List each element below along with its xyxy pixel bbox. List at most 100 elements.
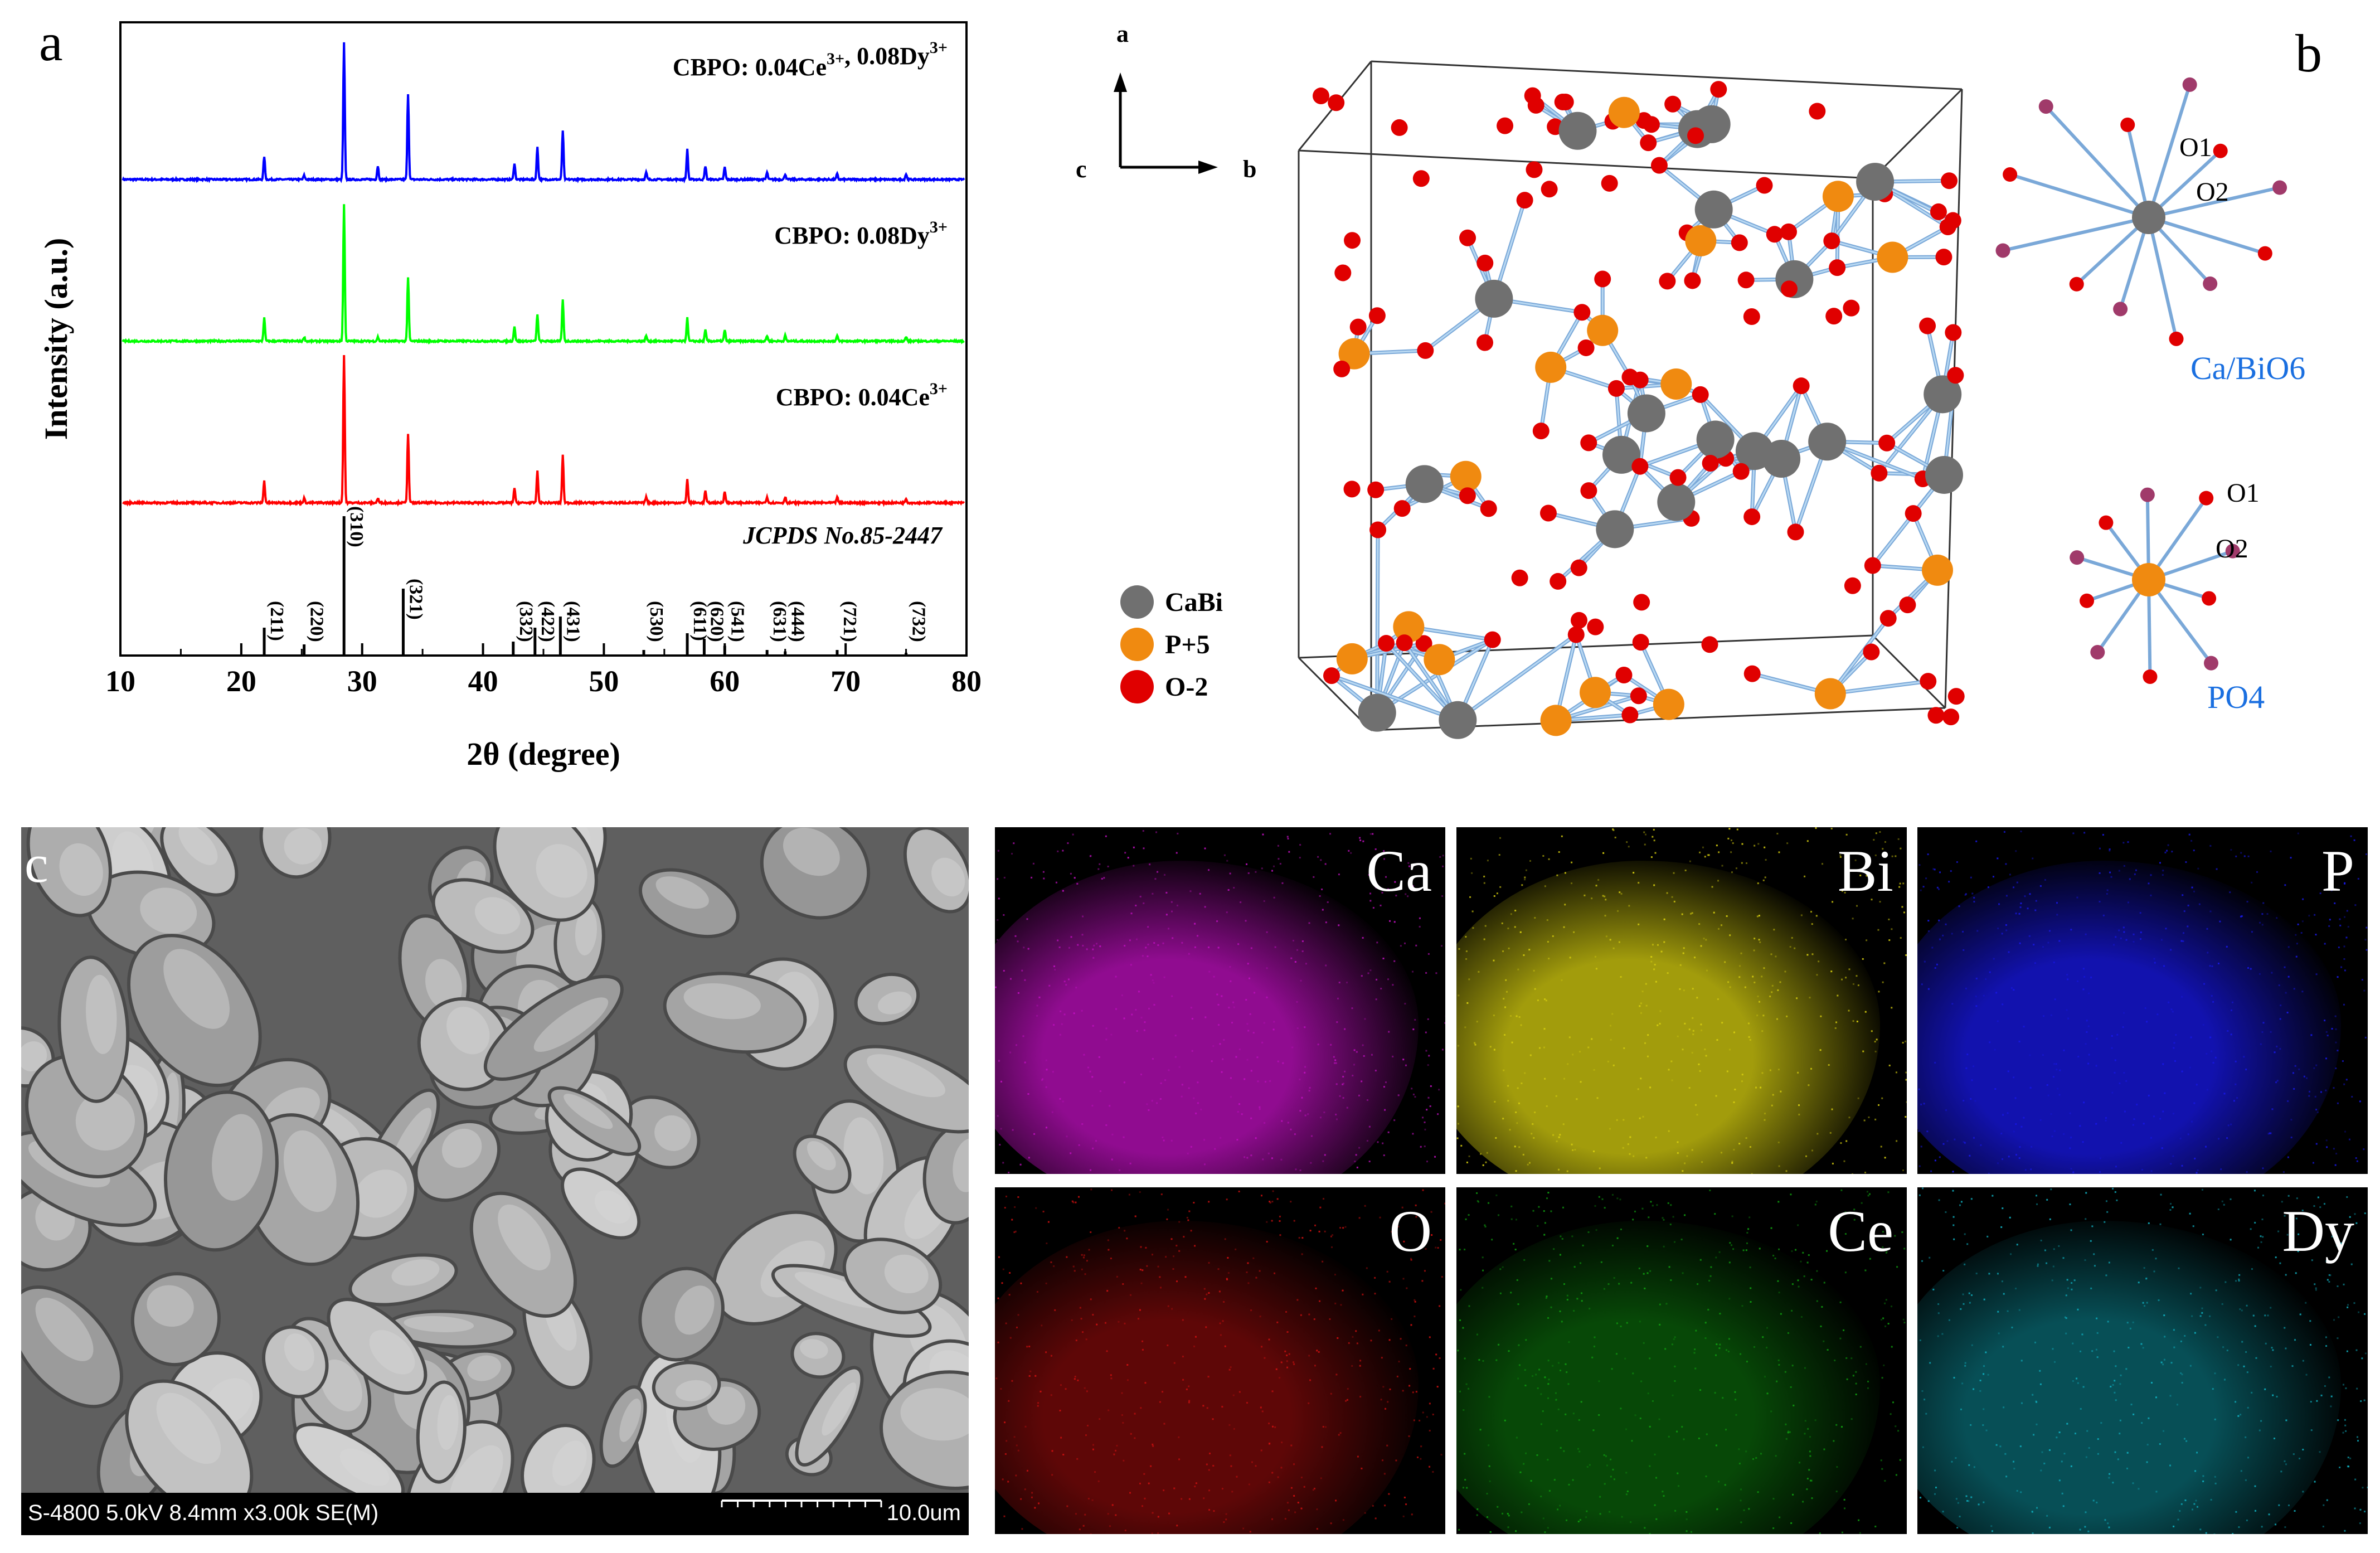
eds-count [1230,1096,1232,1098]
eds-count [2096,1332,2099,1334]
eds-count [2224,1281,2227,1283]
eds-count [1780,1090,1782,1093]
eds-count [2053,1130,2056,1132]
eds-count [1573,931,1575,933]
eds-count [1124,1230,1126,1232]
eds-count [1057,939,1059,941]
eds-count [1081,1254,1083,1256]
eds-count [1935,1487,1937,1489]
eds-count [2018,1309,2020,1311]
eds-count [2170,949,2172,951]
eds-count [1531,1133,1533,1135]
eds-count [1406,1287,1408,1289]
eds-count [1948,881,1950,883]
eds-count [1087,1497,1090,1499]
eds-count [2132,1321,2134,1323]
atom [1732,463,1750,480]
eds-count [2315,1143,2318,1145]
eds-count [1955,1457,1957,1459]
eds-count [1246,1401,1248,1404]
eds-count [1545,999,1547,1002]
eds-count [1053,1024,1055,1026]
eds-count [1815,915,1818,917]
eds-count [2112,944,2115,946]
eds-count [1134,1413,1136,1415]
eds-count [1422,1117,1424,1119]
atom [1650,157,1668,174]
eds-count [1024,1425,1027,1428]
eds-count [1505,991,1508,993]
eds-count [1927,853,1929,856]
eds-count [1395,1227,1397,1230]
eds-count [1923,1103,1925,1105]
eds-count [1830,827,1833,829]
eds-count [1694,957,1696,959]
eds-count [1344,1226,1347,1228]
eds-count [1379,1216,1381,1219]
eds-count [1128,1193,1130,1196]
eds-count [1823,1340,1825,1342]
eds-count [1657,944,1659,946]
eds-count [1133,846,1135,848]
eds-count [2047,1094,2049,1096]
eds-count [1487,1516,1489,1518]
eds-count [1882,981,1884,983]
eds-count [2211,965,2213,967]
eds-count [1772,1527,1775,1530]
eds-count [1927,930,1930,932]
atom [1391,119,1408,136]
eds-count [1938,1199,1940,1201]
eds-count [1412,1028,1415,1031]
eds-count [1403,1496,1406,1498]
eds-count [2020,1491,2022,1493]
polyhedron-bond [2147,579,2213,664]
eds-count [1882,1231,1884,1233]
eds-count [1694,1348,1696,1351]
xrd-chart: (211) (220)(310)(321)(332) (422) (431) (530)… [38,21,982,772]
eds-count [1247,1282,1250,1284]
eds-count [2005,895,2008,897]
eds-count [1558,1168,1560,1171]
eds-count [1062,1100,1064,1103]
eds-count [1280,1361,1283,1363]
eds-count [2188,833,2190,836]
eds-count [1844,1233,1847,1235]
eds-count [1493,1049,1495,1051]
eds-count [1412,1093,1415,1095]
eds-count [1338,982,1340,984]
eds-count [1793,1404,1795,1406]
eds-count [1955,1498,1958,1500]
eds-count [2106,892,2108,895]
eds-count [1139,1268,1142,1270]
eds-count [1123,1017,1125,1020]
eds-count [1766,1347,1768,1349]
eds-count [1952,1224,1955,1226]
eds-count [1146,1103,1148,1105]
eds-count [1897,838,1900,840]
eds-count [1560,1447,1562,1449]
sem-particle-highlight [594,1190,631,1224]
eds-count [1731,1162,1733,1164]
eds-count [999,1144,1001,1146]
eds-count [1587,1231,1590,1233]
eds-count [1344,1400,1347,1402]
eds-count [2162,1063,2164,1065]
eds-count [1309,1379,1312,1381]
eds-count [1074,877,1076,879]
eds-count [2261,913,2264,915]
eds-count [2180,1503,2183,1505]
eds-count [1152,979,1154,982]
eds-count [1650,956,1653,958]
eds-count [2185,861,2187,863]
eds-count [2165,928,2167,930]
eds-count [1551,1278,1553,1280]
eds-count [1796,997,1798,999]
eds-count [1245,998,1247,1001]
eds-count [2202,1023,2204,1026]
eds-count [1577,1521,1580,1523]
eds-count [1389,1388,1391,1390]
eds-count [1392,1055,1394,1057]
eds-count [1274,1272,1276,1274]
eds-count [1721,924,1723,926]
eds-count [2018,1040,2020,1042]
